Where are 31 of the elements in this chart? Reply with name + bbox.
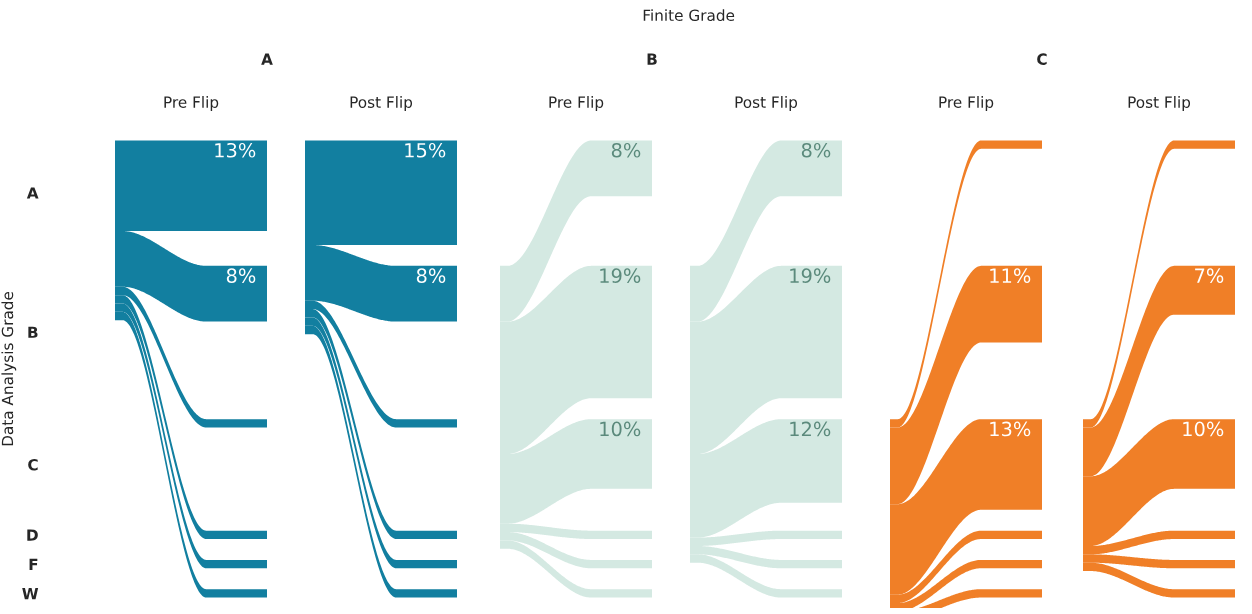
data-label: 7%	[1195, 268, 1224, 284]
data-label: 8%	[801, 142, 831, 158]
data-label: 19%	[600, 268, 641, 284]
category-label: F	[29, 558, 38, 570]
category-label: D	[27, 529, 38, 541]
text: Pre Flip	[939, 96, 994, 111]
data-label: 11%	[990, 268, 1031, 284]
text: B	[647, 53, 657, 65]
data-label: 15%	[405, 142, 446, 158]
text: Data Analysis Grade	[1, 291, 17, 446]
category-label: A	[26, 187, 39, 199]
text: Pre Flip	[549, 96, 604, 111]
data-label: 13%	[990, 421, 1031, 437]
data-label: 13%	[215, 142, 256, 158]
text: Pre Flip	[164, 96, 219, 111]
text: Post Flip	[350, 96, 413, 111]
data-label: 10%	[1183, 421, 1224, 437]
category-label: W	[22, 588, 39, 600]
data-label: 19%	[790, 268, 831, 284]
text: A	[261, 53, 273, 65]
text: Finite Grade	[643, 9, 735, 22]
text: C	[1037, 53, 1047, 65]
data-label: 8%	[226, 268, 256, 284]
data-label: 12%	[790, 421, 831, 437]
category-label: C	[28, 458, 38, 471]
text: Post Flip	[735, 96, 798, 111]
data-label: 10%	[600, 421, 641, 437]
data-label: 8%	[416, 268, 446, 284]
category-label: B	[28, 326, 38, 338]
data-label: 8%	[611, 142, 641, 158]
text: Post Flip	[1128, 96, 1191, 111]
